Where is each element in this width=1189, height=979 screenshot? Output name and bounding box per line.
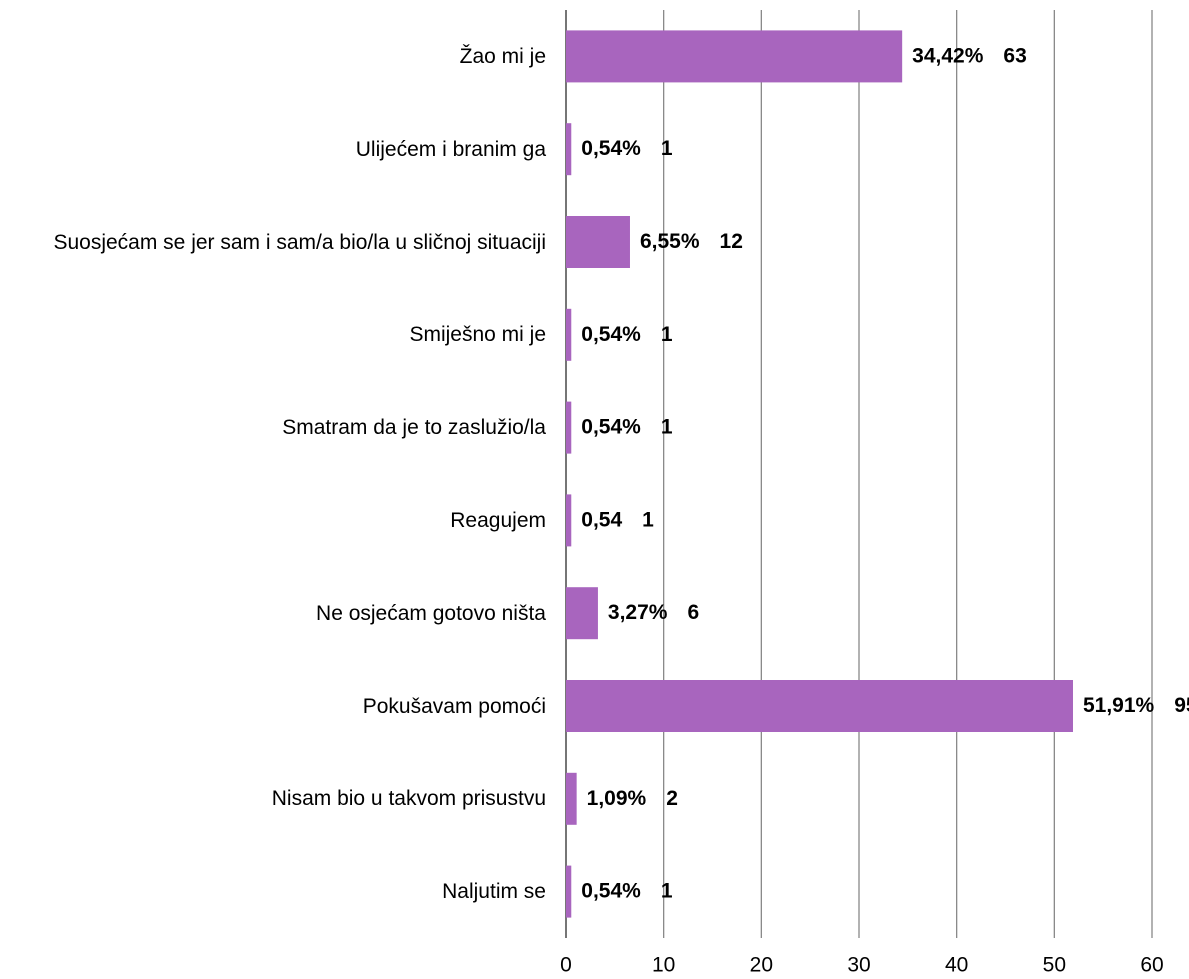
bar: [566, 401, 572, 454]
x-tick-label: 50: [1043, 954, 1066, 977]
y-tick-label: Ne osjećam gotovo ništa: [316, 601, 546, 625]
category-label-box: Smatram da je to zaslužio/la: [0, 388, 546, 468]
category-label-box: Nisam bio u takvom prisustvu: [0, 759, 546, 839]
x-tick-label: 20: [750, 954, 773, 977]
count-label: 1: [661, 322, 673, 345]
bar: [566, 865, 572, 918]
percent-label: 3,27%: [608, 601, 668, 624]
y-tick-label: Žao mi je: [459, 44, 546, 68]
count-label: 1: [661, 415, 673, 438]
value-label: 3,27% 6: [608, 601, 699, 624]
count-label: 12: [720, 230, 743, 253]
value-label: 0,54% 1: [581, 322, 673, 345]
bar: [566, 587, 598, 640]
bar: [566, 680, 1073, 732]
percent-label: 0,54%: [581, 322, 641, 345]
count-label: 1: [661, 137, 673, 160]
category-label-box: Reagujem: [0, 480, 546, 560]
bar: [566, 308, 572, 361]
bar: [566, 494, 572, 547]
percent-label: 34,42%: [912, 44, 984, 67]
category-label-box: Žao mi je: [0, 16, 546, 96]
percent-label: 1,09%: [587, 786, 647, 809]
y-tick-label: Pokušavam pomoći: [362, 694, 546, 718]
percent-label: 0,54: [581, 508, 622, 531]
y-tick-label: Suosjećam se jer sam i sam/a bio/la u sl…: [53, 230, 546, 254]
count-label: 63: [1003, 44, 1026, 67]
category-label-box: Pokušavam pomoći: [0, 666, 546, 746]
value-label: 34,42% 63: [912, 44, 1027, 67]
category-label-box: Ne osjećam gotovo ništa: [0, 573, 546, 653]
y-tick-label: Naljutim se: [442, 880, 546, 904]
x-tick-label: 0: [560, 954, 572, 977]
y-tick-label: Smatram da je to zaslužio/la: [282, 416, 546, 440]
percent-label: 6,55%: [640, 230, 700, 253]
y-tick-label: Smiješno mi je: [409, 323, 546, 347]
value-label: 51,91% 95: [1083, 694, 1189, 717]
x-tick-label: 40: [945, 954, 968, 977]
percent-label: 51,91%: [1083, 694, 1155, 717]
value-label: 0,54% 1: [581, 415, 673, 438]
category-label-box: Naljutim se: [0, 852, 546, 932]
count-label: 1: [661, 879, 673, 902]
value-label: 6,55% 12: [640, 230, 743, 253]
category-label-box: Suosjećam se jer sam i sam/a bio/la u sl…: [0, 202, 546, 282]
y-tick-label: Ulijećem i branim ga: [355, 137, 546, 161]
count-label: 6: [687, 601, 699, 624]
percent-label: 0,54%: [581, 137, 641, 160]
value-label: 0,54 1: [581, 508, 654, 531]
category-label-box: Smiješno mi je: [0, 295, 546, 375]
value-label: 0,54% 1: [581, 137, 673, 160]
bar: [566, 216, 630, 268]
category-label-box: Ulijećem i branim ga: [0, 109, 546, 189]
x-tick-label: 10: [652, 954, 675, 977]
y-tick-label: Reagujem: [450, 508, 546, 532]
percent-label: 0,54%: [581, 415, 641, 438]
x-tick-label: 30: [847, 954, 870, 977]
count-label: 2: [666, 786, 678, 809]
x-tick-label: 60: [1140, 954, 1163, 977]
bar: [566, 772, 577, 825]
value-label: 0,54% 1: [581, 879, 673, 902]
value-label: 1,09% 2: [587, 786, 678, 809]
y-tick-label: Nisam bio u takvom prisustvu: [271, 787, 546, 811]
percent-label: 0,54%: [581, 879, 641, 902]
count-label: 1: [642, 508, 654, 531]
bar: [566, 123, 572, 176]
count-label: 95: [1174, 694, 1189, 717]
bar: [566, 30, 903, 83]
